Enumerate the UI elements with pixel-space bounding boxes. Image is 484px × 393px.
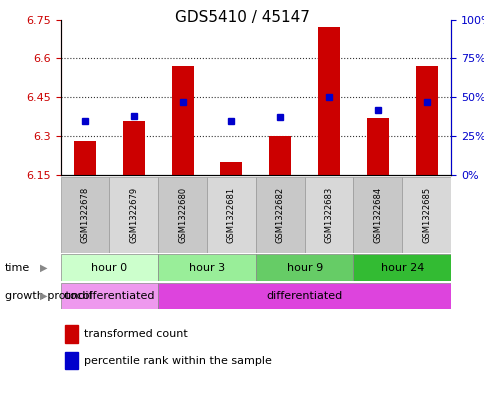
Bar — [366, 118, 388, 175]
Bar — [158, 283, 450, 309]
Bar — [171, 66, 193, 175]
Text: time: time — [5, 263, 30, 273]
Bar — [122, 121, 145, 175]
Bar — [220, 162, 242, 175]
Bar — [353, 177, 401, 253]
Text: GDS5410 / 45147: GDS5410 / 45147 — [175, 10, 309, 25]
Bar — [269, 136, 290, 175]
Text: GSM1322679: GSM1322679 — [129, 187, 138, 243]
Text: undifferentiated: undifferentiated — [64, 291, 154, 301]
Bar — [60, 254, 158, 281]
Bar — [109, 177, 158, 253]
Text: hour 9: hour 9 — [286, 263, 322, 273]
Bar — [318, 28, 339, 175]
Bar — [415, 66, 437, 175]
Text: GSM1322681: GSM1322681 — [227, 187, 235, 243]
Bar — [401, 177, 450, 253]
Text: percentile rank within the sample: percentile rank within the sample — [84, 356, 272, 366]
Bar — [64, 325, 78, 343]
Bar — [60, 283, 158, 309]
Bar — [60, 177, 109, 253]
Text: GSM1322684: GSM1322684 — [373, 187, 381, 243]
Text: GSM1322683: GSM1322683 — [324, 187, 333, 243]
Bar — [255, 177, 304, 253]
Text: GSM1322680: GSM1322680 — [178, 187, 187, 243]
Text: hour 0: hour 0 — [91, 263, 127, 273]
Bar — [304, 177, 353, 253]
Bar — [353, 254, 450, 281]
Text: GSM1322678: GSM1322678 — [80, 187, 90, 243]
Text: GSM1322685: GSM1322685 — [421, 187, 430, 243]
Text: ▶: ▶ — [40, 263, 47, 273]
Text: differentiated: differentiated — [266, 291, 342, 301]
Text: transformed count: transformed count — [84, 329, 187, 339]
Text: GSM1322682: GSM1322682 — [275, 187, 284, 243]
Bar — [158, 254, 255, 281]
Bar — [64, 352, 78, 369]
Text: hour 3: hour 3 — [189, 263, 225, 273]
Bar — [255, 254, 353, 281]
Bar — [74, 141, 96, 175]
Text: hour 24: hour 24 — [380, 263, 423, 273]
Bar — [158, 177, 207, 253]
Text: ▶: ▶ — [40, 291, 47, 301]
Bar — [207, 177, 255, 253]
Text: growth protocol: growth protocol — [5, 291, 92, 301]
